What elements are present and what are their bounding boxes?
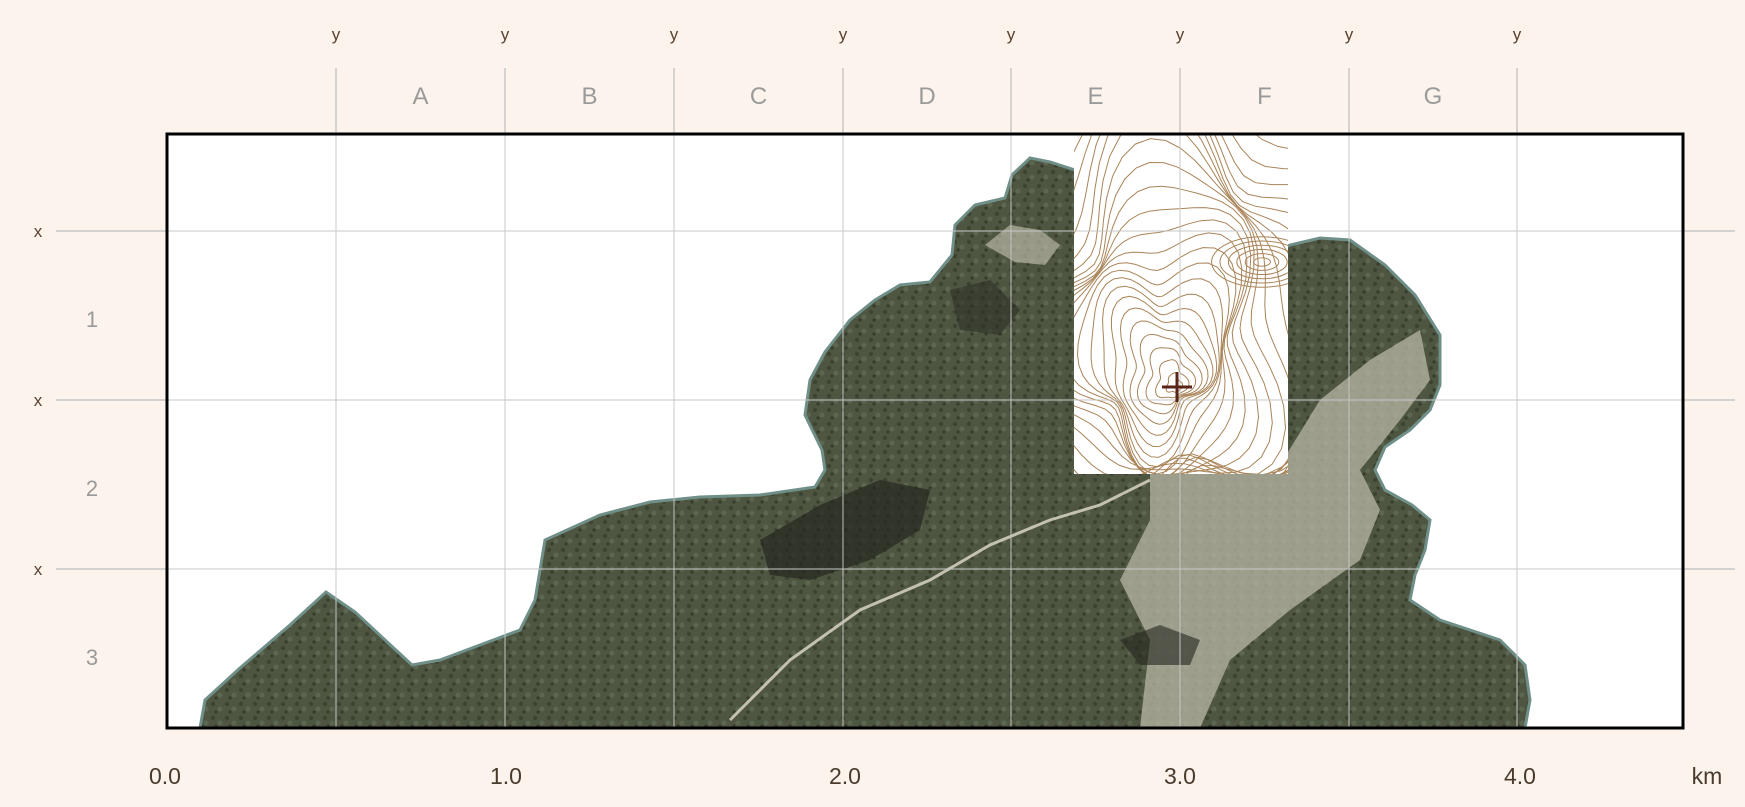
column-marker: y	[1176, 25, 1185, 44]
contour-line	[1219, 240, 1288, 284]
contour-line	[1090, 277, 1224, 468]
inner-grid-lines	[167, 134, 1683, 728]
column-label: E	[1087, 83, 1103, 110]
contour-line	[1074, 207, 1260, 474]
row-marker: x	[34, 222, 43, 241]
scale-tick-label: 3.0	[1164, 763, 1196, 789]
contour-line	[1220, 134, 1288, 474]
column-marker: y	[1513, 25, 1522, 44]
row-marker: x	[34, 391, 43, 410]
contour-line	[1236, 248, 1288, 276]
row-label: 2	[86, 476, 98, 501]
contour-line	[1074, 247, 1237, 474]
scale-unit-label: km	[1692, 763, 1723, 789]
contour-line	[1074, 134, 1288, 474]
scale-tick-label: 2.0	[829, 763, 861, 789]
contour-line	[1244, 253, 1280, 271]
rocky-slope	[1120, 330, 1430, 728]
contour-line	[1211, 236, 1288, 288]
contour-line	[1231, 134, 1288, 474]
shadow-valley	[760, 480, 930, 580]
shadow-ridge	[950, 280, 1020, 335]
contour-line	[1254, 134, 1288, 149]
contour-line	[1076, 262, 1230, 474]
row-label: 3	[86, 645, 98, 670]
contour-line	[1074, 134, 1288, 474]
contour-line	[1227, 244, 1288, 280]
scale-tick-label: 4.0	[1504, 763, 1536, 789]
map-frame-border	[165, 132, 1685, 730]
row-label: 1	[86, 307, 98, 332]
contour-line	[1074, 161, 1287, 474]
scale-tick-label: 0.0	[149, 763, 181, 789]
column-marker: y	[670, 25, 679, 44]
row-markers: x x x	[34, 222, 43, 579]
contour-line	[1074, 232, 1243, 474]
contour-line	[1074, 134, 1288, 474]
column-label: D	[918, 83, 935, 110]
contour-line	[1074, 138, 1288, 474]
contour-line	[1074, 134, 1288, 474]
scale-bar-labels: 0.0 1.0 2.0 3.0 4.0	[149, 763, 1536, 789]
contour-line	[1119, 307, 1214, 436]
mountain-road	[728, 478, 1151, 722]
scale-tick-label: 1.0	[490, 763, 522, 789]
contour-line	[1074, 219, 1248, 474]
column-label: C	[750, 83, 767, 110]
vertical-grid-lines	[335, 68, 1518, 134]
column-marker: y	[332, 25, 341, 44]
contour-line	[1074, 134, 1288, 474]
contour-line	[1253, 257, 1271, 267]
contour-line	[1102, 285, 1220, 458]
row-marker: x	[34, 560, 43, 579]
column-label: A	[412, 83, 428, 110]
column-label: G	[1424, 83, 1443, 110]
cross-hair-marker	[1162, 372, 1192, 402]
column-marker: y	[839, 25, 848, 44]
row-labels: 1 2 3	[86, 307, 98, 670]
column-marker: y	[1345, 25, 1354, 44]
column-marker: y	[501, 25, 510, 44]
column-label: F	[1257, 83, 1272, 110]
column-labels: A B C D E F G	[412, 83, 1442, 110]
contour-overlay	[1074, 134, 1288, 474]
rocky-ridge	[985, 225, 1060, 265]
column-marker: y	[1007, 25, 1016, 44]
column-label: B	[581, 83, 597, 110]
